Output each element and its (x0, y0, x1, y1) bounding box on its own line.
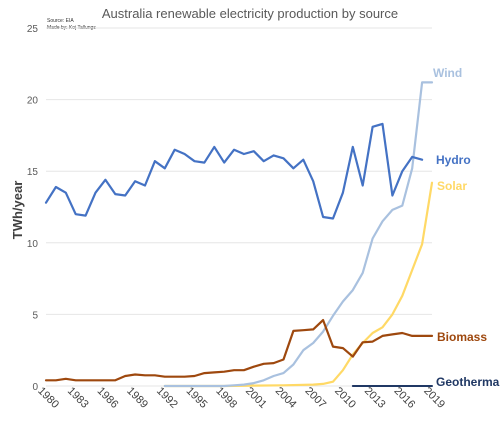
series-label-biomass: Biomass (437, 330, 487, 344)
x-tick-label: 1992 (154, 385, 180, 411)
x-tick-label: 2016 (392, 385, 418, 411)
y-tick-label: 25 (27, 24, 39, 35)
series-line-solar (163, 181, 434, 388)
series-label-geothermal: Geothermal (436, 375, 500, 389)
x-tick-label: 1983 (65, 385, 91, 411)
x-tick-label: 1989 (124, 385, 150, 411)
y-tick-label: 15 (27, 167, 39, 178)
y-tick-label: 5 (32, 310, 38, 321)
y-tick-label: 0 (32, 382, 38, 393)
chart-title: Australia renewable electricity producti… (102, 6, 398, 21)
series-label-wind: Wind (433, 66, 462, 80)
x-tick-label: 2004 (273, 385, 299, 411)
x-tick-label: 2007 (302, 385, 328, 411)
series-label-hydro: Hydro (436, 153, 471, 167)
source-note: Source: EIA (47, 18, 74, 24)
series-labels: Hydro Wind Solar Biomass Geothermal (433, 66, 500, 389)
x-tick-label: 2013 (362, 385, 388, 411)
x-tick-label: 2001 (243, 385, 269, 411)
series-line-hydro (44, 122, 424, 220)
series-lines (44, 81, 434, 388)
y-axis-ticks: 0 5 10 15 20 25 (27, 24, 39, 393)
y-tick-label: 10 (27, 239, 39, 250)
x-axis-ticks: 1980 1983 1986 1989 1992 1995 1998 2001 2004 2007… (35, 385, 447, 411)
series-label-solar: Solar (437, 179, 467, 193)
x-tick-label: 1995 (184, 385, 210, 411)
x-tick-label: 1980 (35, 385, 61, 411)
x-tick-label: 2010 (332, 385, 358, 411)
series-line-wind (163, 81, 434, 388)
y-tick-label: 20 (27, 96, 39, 107)
x-tick-label: 1998 (213, 385, 239, 411)
y-axis-label: TWh/year (10, 181, 25, 240)
series-line-biomass (44, 319, 434, 382)
x-tick-label: 1986 (95, 385, 121, 411)
